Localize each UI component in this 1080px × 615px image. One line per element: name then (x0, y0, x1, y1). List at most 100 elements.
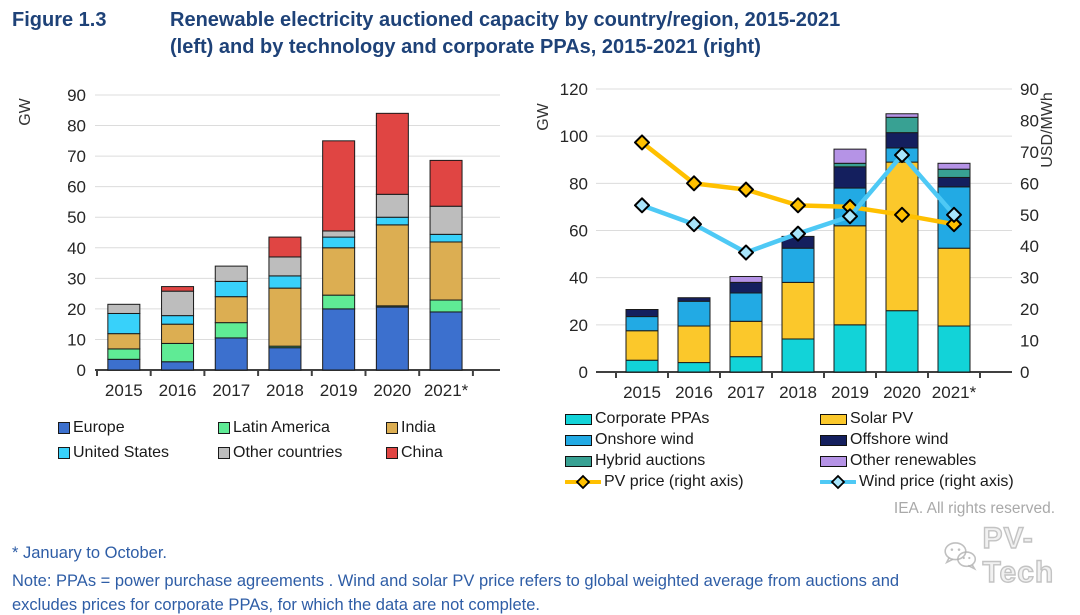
legend-label-solar-pv: Solar PV (850, 410, 914, 427)
figure-label: Figure 1.3 (12, 9, 107, 31)
category-label: 2019 (831, 383, 869, 402)
legend-item-hybrid-auctions: Hybrid auctions (565, 452, 820, 470)
axis-title-gw: GW (535, 102, 552, 130)
bar-segment-offshore-wind (885, 132, 919, 149)
category-label: 2016 (159, 381, 197, 400)
bar-segment-india (214, 296, 248, 324)
figure-title-line2: (left) and by technology and corporate P… (170, 36, 761, 58)
bar-segment-united-states (107, 312, 141, 335)
bar-segment-latin-america (322, 294, 356, 310)
y-axis-tick-label: 60 (569, 222, 588, 241)
bar-segment-corporate-ppas (625, 359, 659, 373)
price-marker-wind-price-right-axis (842, 208, 858, 225)
bar-segment-europe (322, 308, 356, 371)
legend-swatch-china (386, 447, 398, 459)
legend-item-wind-price-right-axis: Wind price (right axis) (820, 473, 1014, 491)
right-axis-tick-label: 40 (1020, 237, 1039, 256)
bar-segment-corporate-ppas (677, 362, 711, 373)
bar-segment-china (268, 236, 302, 258)
legend-item-corporate-ppas: Corporate PPAs (565, 410, 820, 428)
bar-segment-offshore-wind (729, 281, 763, 294)
category-label: 2017 (727, 383, 765, 402)
y-axis-tick-label: 40 (67, 239, 86, 258)
bar-segment-solar-pv (677, 325, 711, 364)
pv-tech-watermark: PV-Tech (942, 521, 1080, 590)
y-axis-tick-label: 10 (67, 330, 86, 349)
bar-segment-other-countries (268, 256, 302, 277)
country-region-chart: 0 10 20 30 40 50 60 70 80 90 2015 2016 2017 2018 2019 2… (17, 86, 500, 400)
price-marker-pv-price-right-axis (738, 181, 754, 198)
category-label: 2015 (105, 381, 143, 400)
y-axis-tick-label: 60 (67, 178, 86, 197)
bar-segment-united-states (322, 236, 356, 249)
bar-segment-latin-america (161, 342, 195, 363)
legend-label-europe: Europe (73, 419, 125, 436)
legend-swatch-india (386, 422, 398, 434)
bar-segment-corporate-ppas (729, 356, 763, 373)
bar-segment-united-states (375, 216, 409, 226)
bar-segment-onshore-wind (625, 316, 659, 332)
y-axis-tick-label: 100 (560, 127, 588, 146)
legend-label-wind-price-right-axis: Wind price (right axis) (859, 473, 1014, 490)
bar-segment-other-countries (107, 303, 141, 314)
bar-segment-latin-america (214, 322, 248, 339)
legend-swatch-hybrid-auctions (565, 455, 592, 467)
legend-line-swatch-wind-price-right-axis (820, 474, 856, 490)
right-axis-tick-label: 80 (1020, 111, 1039, 130)
bar-segment-solar-pv (781, 281, 815, 340)
legend-item-other-renewables: Other renewables (820, 452, 1014, 470)
price-marker-pv-price-right-axis (946, 216, 962, 233)
legend-label-other-renewables: Other renewables (850, 452, 977, 469)
legend-label-offshore-wind: Offshore wind (850, 431, 949, 448)
bar-segment-corporate-ppas (833, 324, 867, 373)
country-legend: Europe Latin America India United States Oth… (58, 419, 443, 462)
bar-segment-onshore-wind (781, 247, 815, 283)
right-axis-tick-label: 10 (1020, 332, 1039, 351)
note-line2: excludes prices for corporate PPAs, for … (12, 596, 540, 614)
footnote-january-october: * January to October. (12, 544, 168, 562)
bar-segment-india (375, 224, 409, 307)
legend-swatch-onshore-wind (565, 434, 592, 446)
y-axis-tick-label: 120 (560, 80, 588, 99)
price-marker-wind-price-right-axis (634, 197, 650, 214)
y-axis-tick-label: 0 (579, 363, 588, 382)
bar-segment-china (161, 286, 195, 292)
legend-label-hybrid-auctions: Hybrid auctions (595, 452, 706, 469)
bar-segment-india (429, 241, 463, 301)
bar-segment-europe (268, 347, 302, 371)
figure-title: Renewable electricity auctioned capacity… (170, 7, 840, 61)
legend-label-united-states: United States (73, 444, 170, 461)
bar-segment-offshore-wind (677, 297, 711, 302)
bar-segment-china (322, 140, 356, 232)
bar-segment-other-countries (214, 265, 248, 282)
price-marker-pv-price-right-axis (634, 134, 650, 151)
bar-segment-europe (214, 337, 248, 371)
legend-item-united-states: United States (58, 444, 218, 462)
category-label: 2015 (623, 383, 661, 402)
technology-legend: Corporate PPAs Solar PV Onshore wind Offsho… (565, 410, 1014, 491)
legend-label-other-countries: Other countries (233, 444, 343, 461)
bar-segment-united-states (214, 280, 248, 298)
legend-swatch-offshore-wind (820, 434, 847, 446)
bar-segment-other-countries (429, 205, 463, 235)
legend-item-solar-pv: Solar PV (820, 410, 1014, 428)
legend-swatch-latin-america (218, 422, 230, 434)
bar-segment-other-renewables (729, 275, 763, 283)
legend-item-offshore-wind: Offshore wind (820, 431, 1014, 449)
right-axis-tick-label: 30 (1020, 269, 1039, 288)
bar-segment-other-countries (161, 290, 195, 317)
y-axis-tick-label: 90 (67, 86, 86, 105)
bar-segment-solar-pv (625, 330, 659, 361)
bar-segment-hybrid-auctions (937, 168, 971, 178)
bar-segment-latin-america (429, 299, 463, 313)
note-text: Note: PPAs = power purchase agreements .… (12, 569, 899, 615)
bar-segment-offshore-wind (833, 166, 867, 189)
bar-segment-hybrid-auctions (833, 162, 867, 168)
bar-segment-india (322, 247, 356, 296)
bar-segment-offshore-wind (625, 309, 659, 318)
right-axis-tick-label: 50 (1020, 206, 1039, 225)
bar-segment-offshore-wind (937, 176, 971, 188)
y-axis-tick-label: 80 (569, 174, 588, 193)
bar-segment-corporate-ppas (781, 338, 815, 373)
